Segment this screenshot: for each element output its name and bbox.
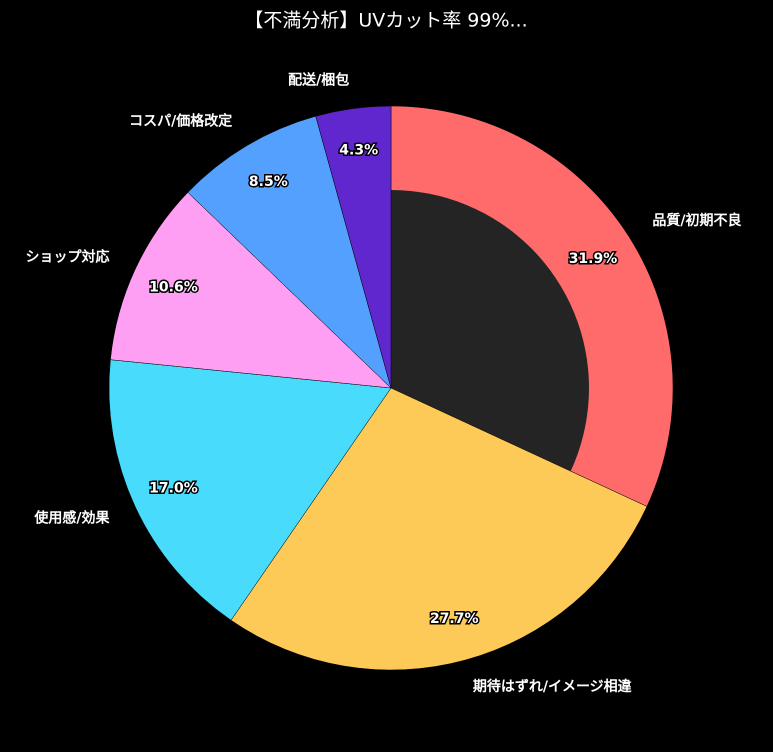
category-label: 使用感/効果 xyxy=(33,509,110,526)
donut-segment xyxy=(230,387,648,671)
value-label: 17.0% xyxy=(149,481,198,497)
donut-segment xyxy=(315,105,392,389)
category-label: 配送/梱包 xyxy=(288,72,349,89)
category-label: 品質/初期不良 xyxy=(652,212,741,229)
value-label: 8.5% xyxy=(249,174,288,190)
donut-segment xyxy=(108,359,392,621)
chart-title: 【不満分析】UVカット率 99%... xyxy=(244,10,527,32)
category-label: 期待はずれ/イメージ相違 xyxy=(473,678,632,695)
donut-segment xyxy=(187,115,392,389)
category-label: ショップ対応 xyxy=(25,249,109,266)
value-label: 10.6% xyxy=(149,279,198,295)
value-label: 27.7% xyxy=(430,611,479,627)
value-label: 31.9% xyxy=(569,251,618,267)
donut-segment xyxy=(110,192,392,389)
value-label: 4.3% xyxy=(339,142,378,158)
category-label: コスパ/価格改定 xyxy=(129,112,232,129)
